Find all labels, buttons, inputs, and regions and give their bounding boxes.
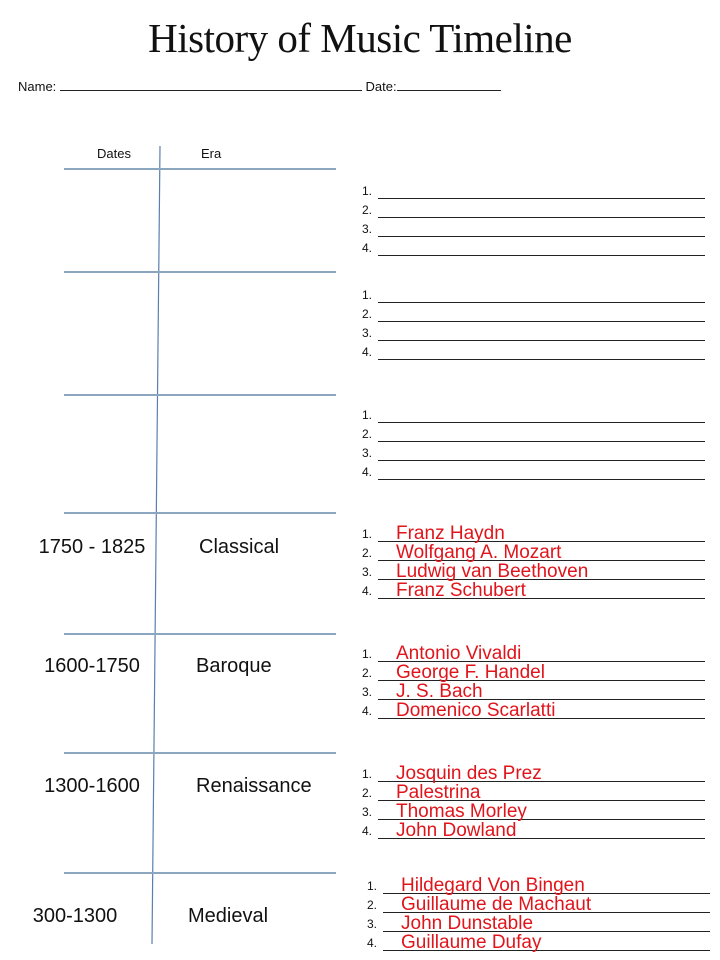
row-number: 3. [362,805,373,819]
row-number: 2. [362,203,373,217]
era-dates: 300-1300 [32,905,118,927]
name-field[interactable] [59,78,362,91]
row-number: 2. [367,898,378,912]
era-dates: 1750 - 1825 [38,536,146,558]
row-number: 1. [362,527,373,541]
timeline-rule [64,394,336,396]
answer-blank[interactable] [378,699,705,700]
row-number: 1. [367,879,378,893]
date-field[interactable] [396,78,501,91]
row-number: 3. [362,685,373,699]
era-dates: 1600-1750 [44,655,140,677]
row-number: 2. [362,307,373,321]
composer-answer: George F. Handel [396,662,545,683]
answer-blank[interactable] [378,460,705,461]
answer-blank[interactable] [378,198,705,199]
row-number: 4. [367,936,378,950]
row-number: 4. [362,584,373,598]
era-name: Classical [199,536,280,558]
answer-blank[interactable] [383,893,710,894]
row-number: 1. [362,408,373,422]
timeline-rule [64,168,336,170]
composer-answer: Franz Schubert [396,580,526,601]
name-date-bar: Name: Date: [18,78,501,94]
answer-blank[interactable] [378,217,705,218]
row-number: 4. [362,465,373,479]
composer-answer: Wolfgang A. Mozart [396,542,562,563]
composer-answer: Guillaume de Machaut [401,894,592,915]
timeline-rule [64,752,336,754]
answer-blank[interactable] [378,718,705,719]
answer-blank[interactable] [378,838,705,839]
row-number: 3. [367,917,378,931]
timeline-rule [64,512,336,514]
era-dates: 1300-1600 [44,775,140,797]
date-label: Date: [365,79,397,94]
answer-blank[interactable] [378,422,705,423]
answer-blank[interactable] [378,579,705,580]
answer-blank[interactable] [378,819,705,820]
era-name: Medieval [188,905,269,927]
answer-blank[interactable] [378,321,705,322]
row-number: 4. [362,345,373,359]
timeline-rule [64,872,336,874]
composer-answer: Josquin des Prez [396,763,542,784]
row-number: 3. [362,565,373,579]
row-number: 2. [362,666,373,680]
answer-blank[interactable] [383,912,710,913]
answer-blank[interactable] [378,441,705,442]
composer-answer: Palestrina [396,782,481,803]
row-number: 4. [362,241,373,255]
answer-blank[interactable] [383,931,710,932]
composer-answer: Thomas Morley [396,801,527,822]
timeline-rule [64,633,336,635]
answer-blank[interactable] [378,340,705,341]
answer-blank[interactable] [378,680,705,681]
row-number: 2. [362,786,373,800]
row-number: 3. [362,222,373,236]
answer-blank[interactable] [378,781,705,782]
row-number: 4. [362,824,373,838]
row-number: 1. [362,647,373,661]
answer-blank[interactable] [378,236,705,237]
answer-blank[interactable] [378,359,705,360]
name-label: Name: [18,79,57,94]
dates-header: Dates [97,146,131,161]
era-header: Era [201,146,222,161]
row-number: 2. [362,427,373,441]
row-number: 2. [362,546,373,560]
answer-blank[interactable] [383,950,710,951]
answer-blank[interactable] [378,302,705,303]
row-number: 3. [362,446,373,460]
answer-blank[interactable] [378,560,705,561]
row-number: 1. [362,767,373,781]
answer-blank[interactable] [378,255,705,256]
answer-blank[interactable] [378,800,705,801]
timeline-rule [64,271,336,273]
composer-answer: Guillaume Dufay [401,932,542,953]
composer-answer: Ludwig van Beethoven [396,561,589,582]
row-number: 3. [362,326,373,340]
row-number: 1. [362,288,373,302]
composer-answer: J. S. Bach [396,681,483,702]
composer-answer: John Dunstable [401,913,534,934]
era-name: Renaissance [196,775,312,797]
page-title: History of Music Timeline [148,15,572,61]
composer-answer: Franz Haydn [396,523,505,544]
answer-blank[interactable] [378,541,705,542]
answer-blank[interactable] [378,661,705,662]
composer-answer: Antonio Vivaldi [396,643,522,664]
composer-answer: Hildegard Von Bingen [401,875,585,896]
answer-blank[interactable] [378,479,705,480]
row-number: 4. [362,704,373,718]
answer-blank[interactable] [378,598,705,599]
composer-answer: John Dowland [396,820,517,841]
era-name: Baroque [196,655,272,677]
composer-answer: Domenico Scarlatti [396,700,556,721]
row-number: 1. [362,184,373,198]
